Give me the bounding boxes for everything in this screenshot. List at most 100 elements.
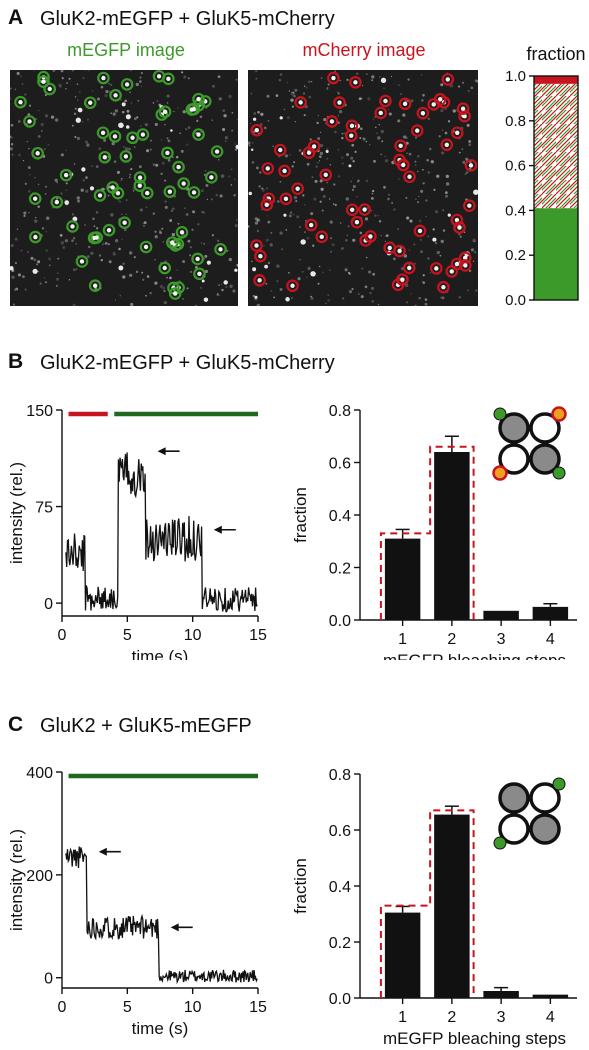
unmarked-spot xyxy=(89,186,95,191)
y-tick-label: 0.2 xyxy=(329,935,351,952)
noise-speck xyxy=(226,249,229,252)
noise-speck xyxy=(341,156,344,160)
fluorescent-spot xyxy=(468,163,474,168)
noise-speck xyxy=(84,224,86,226)
noise-speck xyxy=(138,165,142,169)
noise-speck xyxy=(167,159,171,162)
noise-speck xyxy=(257,110,260,114)
x-tick-label: 0 xyxy=(58,627,67,644)
noise-speck xyxy=(225,285,228,289)
fluorescent-spot xyxy=(137,183,142,188)
noise-speck xyxy=(320,77,323,79)
noise-speck xyxy=(298,149,302,152)
noise-speck xyxy=(306,162,310,166)
noise-speck xyxy=(326,88,329,90)
x-tick-label: 1 xyxy=(398,631,407,648)
noise-speck xyxy=(164,200,168,203)
noise-speck xyxy=(444,131,448,135)
gray-subunit xyxy=(529,443,561,475)
noise-speck xyxy=(11,275,15,279)
spot-marker-circle xyxy=(31,146,44,160)
noise-speck xyxy=(191,228,194,231)
noise-speck xyxy=(427,257,430,260)
spot-marker-circle xyxy=(161,146,174,160)
unmarked-spot xyxy=(473,189,478,195)
noise-speck xyxy=(390,75,393,78)
noise-speck xyxy=(14,237,18,241)
noise-speck xyxy=(44,93,48,97)
noise-speck xyxy=(326,157,329,160)
noise-speck xyxy=(220,283,223,285)
noise-speck xyxy=(181,71,184,74)
noise-speck xyxy=(313,197,317,201)
noise-speck xyxy=(125,213,127,215)
noise-speck xyxy=(420,250,424,254)
x-axis-label: time (s) xyxy=(132,1019,189,1038)
noise-speck xyxy=(319,151,324,156)
fluorescent-spot xyxy=(27,119,32,124)
noise-speck xyxy=(252,294,256,298)
noise-speck xyxy=(98,147,102,151)
noise-speck xyxy=(378,220,382,223)
noise-speck xyxy=(278,78,282,82)
spot-marker-circle xyxy=(325,115,339,128)
fluorescent-spot xyxy=(454,217,460,223)
noise-speck xyxy=(328,269,331,272)
noise-speck xyxy=(317,114,319,117)
spot-marker-circle xyxy=(319,168,333,182)
spot-marker-circle xyxy=(163,185,177,198)
noise-speck xyxy=(361,267,364,270)
noise-speck xyxy=(142,278,145,281)
fluorescent-spot xyxy=(445,77,450,82)
noise-speck xyxy=(337,148,340,151)
noise-speck xyxy=(149,148,152,151)
noise-speck xyxy=(123,146,125,148)
fluorescent-spot xyxy=(191,190,197,195)
noise-speck xyxy=(93,225,96,227)
noise-speck xyxy=(229,284,233,288)
noise-speck xyxy=(221,127,226,132)
spot-marker-circle xyxy=(14,95,27,109)
spot-marker-circle xyxy=(50,195,64,209)
spot-marker-circle xyxy=(441,73,455,86)
noise-speck xyxy=(414,198,417,201)
noise-speck xyxy=(133,255,136,259)
noise-speck xyxy=(37,183,40,186)
spot-marker-circle xyxy=(349,76,362,89)
noise-speck xyxy=(351,143,355,147)
noise-speck xyxy=(303,114,306,117)
noise-speck xyxy=(166,102,169,104)
noise-speck xyxy=(112,252,116,256)
noise-speck xyxy=(270,290,273,292)
panel-c-bleaching-histogram: 0.0 0.2 0.4 0.6 0.8 fraction 1 2 3 4 mEGFP bleachi… xyxy=(291,767,577,1048)
noise-speck xyxy=(155,163,159,167)
noise-speck xyxy=(77,99,79,101)
fluorescent-spot xyxy=(54,199,59,205)
noise-speck xyxy=(160,172,163,175)
noise-speck xyxy=(119,294,122,297)
noise-speck xyxy=(164,123,166,126)
unmarked-spot xyxy=(432,237,437,242)
noise-speck xyxy=(250,260,253,263)
noise-speck xyxy=(217,75,221,79)
noise-speck xyxy=(319,155,322,158)
noise-speck xyxy=(86,255,90,259)
noise-speck xyxy=(161,227,164,230)
noise-speck xyxy=(129,273,133,277)
spot-marker-circle xyxy=(450,126,464,140)
x-tick-label: 3 xyxy=(497,1009,506,1026)
fraction-chart-title: fraction xyxy=(526,44,585,64)
noise-speck xyxy=(326,148,329,151)
noise-speck xyxy=(409,219,413,223)
y-axis-label: intensity (rel.) xyxy=(7,829,26,931)
noise-speck xyxy=(294,121,296,123)
noise-speck xyxy=(236,263,238,267)
noise-speck xyxy=(267,261,271,265)
fluorescent-spot xyxy=(137,175,143,180)
noise-speck xyxy=(104,241,108,245)
noise-speck xyxy=(124,147,129,151)
noise-speck xyxy=(249,122,252,125)
spot-marker-circle xyxy=(350,215,364,229)
spot-marker-circle xyxy=(23,115,36,128)
noise-speck xyxy=(215,193,218,197)
